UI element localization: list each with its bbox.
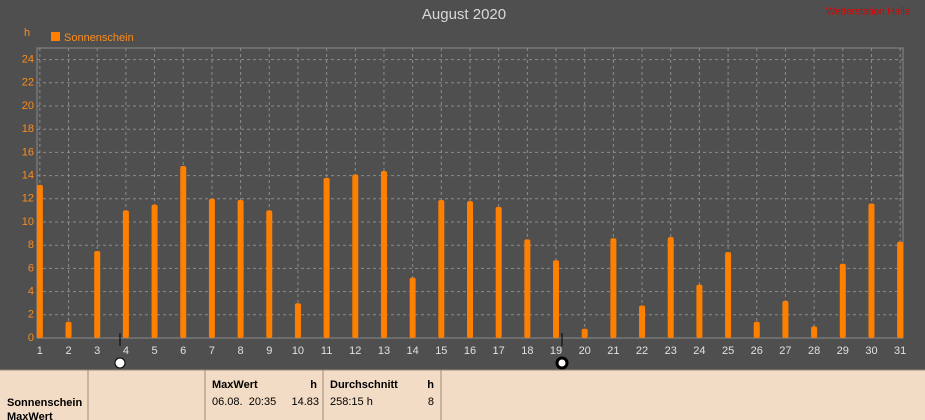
bar (94, 251, 101, 338)
x-tick-label: 7 (209, 345, 215, 357)
y-tick-label: 20 (22, 100, 34, 112)
bar (553, 260, 560, 338)
bar (266, 210, 273, 338)
table-cell: 06.08. 20:35 (212, 396, 276, 408)
bar (667, 237, 674, 338)
bar (639, 305, 646, 338)
bar (753, 321, 760, 338)
legend-swatch (51, 32, 60, 41)
slider-handle[interactable] (114, 357, 126, 369)
bar (151, 204, 158, 338)
chart-title: August 2020 (422, 6, 506, 23)
y-tick-label: 22 (22, 77, 34, 89)
bar (294, 303, 301, 338)
table-background (0, 370, 925, 420)
x-tick-label: 24 (693, 345, 705, 357)
y-unit: h (24, 27, 30, 39)
bar (36, 184, 43, 338)
x-tick-label: 3 (94, 345, 100, 357)
x-tick-label: 31 (894, 345, 906, 357)
y-tick-label: 4 (28, 286, 34, 298)
table-cell: 258:15 h (330, 396, 373, 408)
bar (65, 321, 72, 338)
bar (208, 198, 215, 338)
x-tick-label: 28 (808, 345, 820, 357)
x-tick-label: 9 (266, 345, 272, 357)
bar (380, 170, 387, 338)
bar (352, 174, 359, 338)
x-tick-label: 20 (579, 345, 591, 357)
x-tick-label: 26 (751, 345, 763, 357)
bar (839, 263, 846, 338)
row-label: MaxWert (7, 411, 53, 420)
y-tick-label: 16 (22, 146, 34, 158)
column-header: MaxWert (212, 379, 258, 391)
x-tick-label: 2 (65, 345, 71, 357)
y-tick-label: 0 (28, 332, 34, 344)
y-tick-label: 10 (22, 216, 34, 228)
x-tick-label: 14 (407, 345, 419, 357)
x-tick-label: 25 (722, 345, 734, 357)
table-cell: 14.83 (291, 396, 319, 408)
x-tick-label: 16 (464, 345, 476, 357)
column-header: Durchschnitt (330, 379, 398, 391)
y-tick-label: 24 (22, 54, 34, 66)
bar (467, 201, 473, 338)
column-unit: h (427, 379, 434, 391)
y-tick-label: 8 (28, 239, 34, 251)
bar (811, 326, 818, 338)
bar (122, 210, 129, 338)
x-tick-label: 17 (493, 345, 505, 357)
y-tick-label: 14 (22, 170, 34, 182)
x-tick-label: 4 (123, 345, 129, 357)
bar (868, 203, 875, 338)
column-unit: h (310, 379, 317, 391)
bar (524, 239, 531, 338)
y-tick-label: 18 (22, 123, 34, 135)
bar (495, 206, 502, 338)
y-tick-label: 6 (28, 262, 34, 274)
bar (782, 300, 789, 338)
bar (180, 165, 187, 338)
x-tick-label: 11 (321, 345, 332, 357)
x-tick-label: 6 (180, 345, 186, 357)
bar (581, 328, 588, 338)
station-label: Wetterstation Halle (826, 7, 911, 18)
y-tick-label: 12 (22, 193, 34, 205)
bar (725, 252, 732, 338)
bar (323, 177, 330, 338)
x-tick-label: 21 (607, 345, 619, 357)
y-tick-label: 2 (28, 309, 34, 321)
bar (696, 284, 703, 338)
bar (438, 199, 445, 338)
bar (610, 238, 617, 338)
x-tick-label: 19 (550, 345, 562, 357)
x-tick-label: 30 (865, 345, 877, 357)
slider-handle[interactable] (555, 356, 569, 370)
x-tick-label: 8 (238, 345, 244, 357)
x-tick-label: 15 (435, 345, 447, 357)
x-tick-label: 5 (152, 345, 158, 357)
x-tick-label: 22 (636, 345, 648, 357)
x-tick-label: 1 (37, 345, 43, 357)
row-label: Sonnenschein (7, 397, 82, 409)
x-tick-label: 18 (521, 345, 533, 357)
bar (237, 199, 244, 338)
legend-label: Sonnenschein (64, 32, 134, 44)
table-cell: 8 (428, 396, 434, 408)
x-tick-label: 29 (837, 345, 849, 357)
x-tick-label: 10 (292, 345, 304, 357)
x-tick-label: 23 (665, 345, 677, 357)
bar (897, 241, 904, 338)
x-tick-label: 13 (378, 345, 390, 357)
bar (409, 277, 416, 338)
x-tick-label: 27 (779, 345, 791, 357)
x-tick-label: 12 (349, 345, 361, 357)
